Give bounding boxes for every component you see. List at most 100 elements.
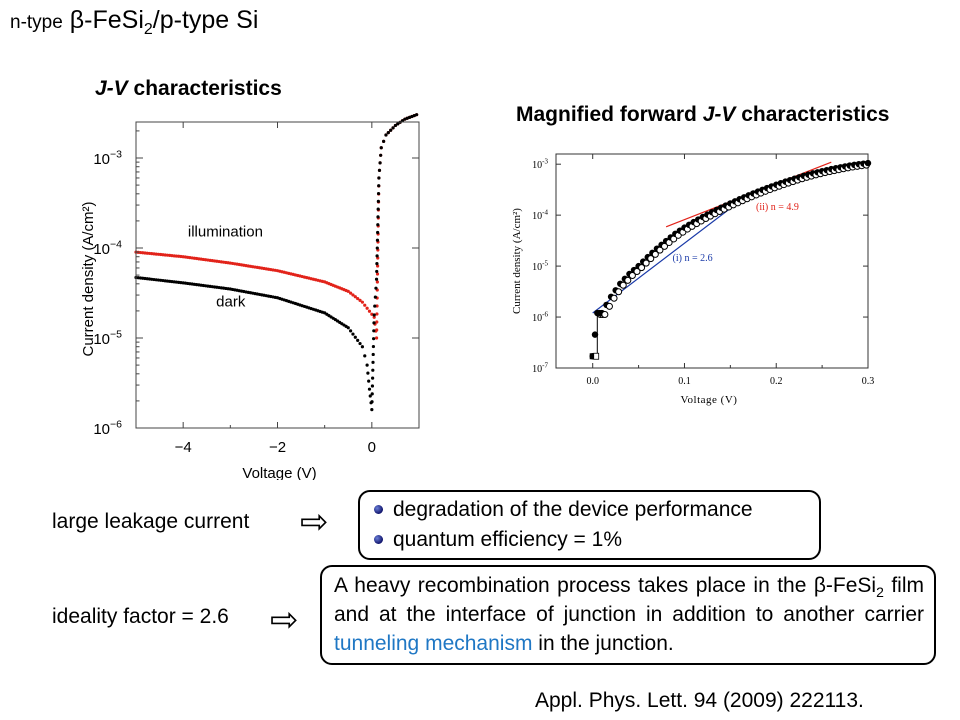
illumination-point: [375, 312, 379, 316]
dark-point: [393, 123, 398, 128]
illumination-point: [374, 336, 379, 340]
data-point-open: [619, 281, 627, 289]
dark-point: [377, 184, 381, 188]
dark-point: [371, 344, 376, 349]
citation: Appl. Phys. Lett. 94 (2009) 222113.: [535, 689, 864, 712]
illumination-point: [375, 280, 379, 284]
dark-point: [376, 223, 380, 227]
dark-point: [375, 262, 379, 266]
dark-point: [375, 254, 379, 258]
dark-point: [373, 295, 377, 299]
dark-point: [386, 131, 390, 135]
magnified-jv-chart: 0.0 0.1 0.2 0.3 10-7 10-6 10-5 10-4 10-3 Voltage…: [511, 153, 875, 406]
dark-point: [360, 345, 364, 349]
annotation-dark: dark: [216, 293, 246, 310]
data-point-open: [624, 276, 632, 284]
dark-point: [377, 176, 381, 180]
illumination-point: [353, 295, 357, 299]
dark-point: [379, 153, 383, 157]
y-axis-label: Current density (A/cm²): [511, 208, 523, 314]
illumination-point: [375, 304, 379, 308]
dark-point: [376, 230, 380, 235]
explanation-box: A heavy recombination process takes plac…: [320, 565, 936, 665]
consequence-box: degradation of the device performance qu…: [358, 490, 821, 560]
dark-point: [367, 387, 372, 391]
dark-point: [379, 146, 383, 150]
title-main: β-FeSi: [62, 6, 144, 34]
illumination-point: [351, 293, 355, 297]
data-point: [589, 353, 596, 360]
y-tick-label: 10-7: [532, 362, 548, 376]
dark-point: [389, 128, 393, 132]
data-point-open: [615, 288, 623, 296]
dark-point: [349, 329, 353, 333]
y-tick-label: 10-6: [532, 311, 548, 325]
bullet-item: degradation of the device performance: [374, 495, 819, 525]
title-prefix: n-type: [10, 12, 63, 33]
x-tick-label: 0.2: [770, 376, 783, 387]
data-point-open: [605, 302, 613, 310]
dark-point: [370, 384, 375, 388]
annotation-illumination: illumination: [188, 223, 263, 240]
dark-point: [372, 329, 376, 333]
dark-point: [351, 332, 355, 336]
x-axis-label: Voltage (V): [242, 465, 316, 480]
dark-point: [376, 199, 380, 203]
dark-point: [371, 368, 375, 372]
dark-point: [372, 321, 376, 325]
dark-point: [363, 354, 367, 358]
dark-point: [384, 133, 388, 137]
dark-point: [375, 246, 379, 250]
x-tick-label: 0: [368, 439, 376, 456]
title-subscript: 2: [143, 21, 153, 38]
illumination-point: [363, 303, 367, 307]
dark-point: [373, 304, 377, 308]
dark-point: [365, 363, 369, 367]
y-tick-label: 10−6: [93, 418, 122, 438]
dark-point: [375, 269, 379, 274]
dark-point: [353, 335, 357, 339]
title-suffix: /p-type Si: [152, 6, 259, 34]
illumination-point: [372, 315, 376, 319]
dark-point: [374, 286, 378, 290]
jv-chart: −4 −2 0 10−6 10−5 10−4 10−3 Voltage (V) Curren…: [80, 113, 420, 480]
dark-point: [358, 341, 362, 346]
dark-point: [370, 408, 374, 412]
bullet-item: quantum efficiency = 1%: [374, 525, 819, 555]
illumination-point: [349, 291, 353, 295]
fit-label-i: (i) n = 2.6: [673, 253, 713, 264]
dark-point: [375, 238, 380, 242]
dark-point: [372, 313, 376, 317]
illumination-point: [346, 289, 350, 293]
data-point-open: [593, 352, 600, 360]
leakage-label: large leakage current: [52, 510, 250, 533]
dark-point: [356, 338, 360, 342]
dark-point: [377, 168, 382, 173]
x-tick-label: −2: [269, 439, 286, 456]
right-arrow-icon: ⇨: [300, 503, 329, 541]
dark-point: [378, 161, 382, 165]
dark-point: [371, 352, 375, 357]
x-tick-label: −4: [175, 439, 192, 456]
x-tick-label: 0.3: [862, 376, 875, 387]
dark-point: [376, 215, 380, 219]
illumination-point: [375, 272, 380, 276]
dark-point: [368, 394, 372, 398]
illumination-point: [365, 306, 369, 310]
illumination-point: [358, 298, 362, 302]
right-chart-title: Magnified forward J-V characteristics: [516, 103, 890, 126]
dark-point: [376, 191, 381, 196]
illumination-point: [367, 309, 372, 313]
dark-point: [366, 371, 370, 375]
y-axis-label: Current density (A/cm²): [80, 201, 97, 356]
bullet-icon: [374, 505, 383, 514]
x-tick-label: 0.0: [586, 376, 599, 387]
data-point-open: [601, 311, 609, 319]
dark-point: [371, 376, 375, 380]
data-point-open: [642, 259, 650, 267]
data-point: [591, 331, 599, 338]
illumination-point: [375, 328, 379, 332]
dark-point: [391, 126, 395, 130]
plot-frame: [555, 153, 869, 369]
x-axis-label: Voltage (V): [681, 394, 738, 406]
